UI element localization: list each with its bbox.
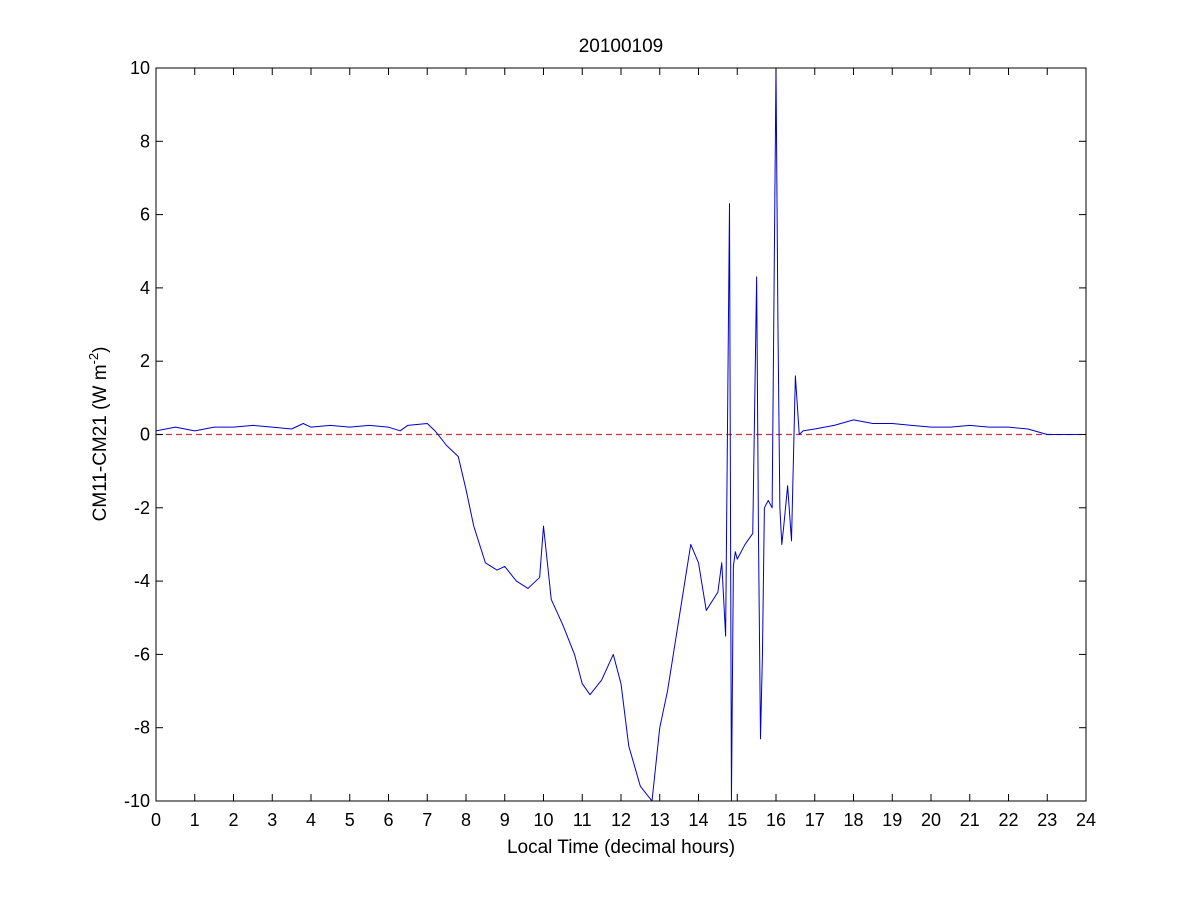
x-tick-label: 0	[151, 810, 161, 830]
x-axis-label: Local Time (decimal hours)	[507, 837, 735, 858]
x-tick-label: 14	[688, 810, 708, 830]
x-tick-label: 16	[766, 810, 786, 830]
y-tick-label: 10	[130, 58, 150, 78]
x-tick-label: 24	[1076, 810, 1096, 830]
series-line-0	[156, 68, 1086, 801]
chart-title: 20100109	[579, 36, 664, 57]
y-axis-label-superscript: -2	[86, 353, 101, 365]
y-tick-label: -4	[134, 571, 150, 591]
x-tick-label: 1	[190, 810, 200, 830]
y-tick-label: 2	[140, 351, 150, 371]
x-tick-label: 6	[383, 810, 393, 830]
tick-layer: 0 1 2 3 4 5 6 7 8 9 10 11 12 13 14 15 16 17 18 19 20 21 22 23 24…	[124, 58, 1096, 830]
x-tick-label: 5	[345, 810, 355, 830]
y-tick-label: -6	[134, 644, 150, 664]
y-tick-label: -10	[124, 791, 150, 811]
y-tick-label: 6	[140, 205, 150, 225]
y-axis-label-main: CM11-CM21 (W m	[90, 364, 111, 521]
y-axis-label-tail: )	[90, 347, 111, 353]
x-tick-label: 22	[998, 810, 1018, 830]
x-tick-label: 17	[805, 810, 825, 830]
x-tick-label: 15	[727, 810, 747, 830]
x-tick-label: 11	[573, 810, 592, 830]
x-tick-label: 7	[422, 810, 432, 830]
x-tick-label: 20	[921, 810, 941, 830]
x-tick-label: 23	[1037, 810, 1057, 830]
x-tick-label: 12	[611, 810, 631, 830]
x-tick-label: 13	[650, 810, 670, 830]
y-tick-label: -8	[134, 718, 150, 738]
x-tick-label: 10	[533, 810, 553, 830]
y-tick-label: 0	[140, 425, 150, 445]
y-tick-label: 8	[140, 131, 150, 151]
x-tick-label: 8	[461, 810, 471, 830]
y-tick-label: 4	[140, 278, 150, 298]
x-tick-label: 18	[843, 810, 863, 830]
y-tick-label: -2	[134, 498, 150, 518]
x-tick-label: 19	[882, 810, 902, 830]
x-tick-label: 3	[267, 810, 277, 830]
data-layer	[156, 68, 1086, 801]
x-tick-label: 21	[960, 810, 980, 830]
x-tick-label: 9	[500, 810, 510, 830]
x-tick-label: 2	[228, 810, 238, 830]
x-tick-label: 4	[306, 810, 316, 830]
y-axis-label: CM11-CM21 (W m-2)	[86, 347, 111, 522]
